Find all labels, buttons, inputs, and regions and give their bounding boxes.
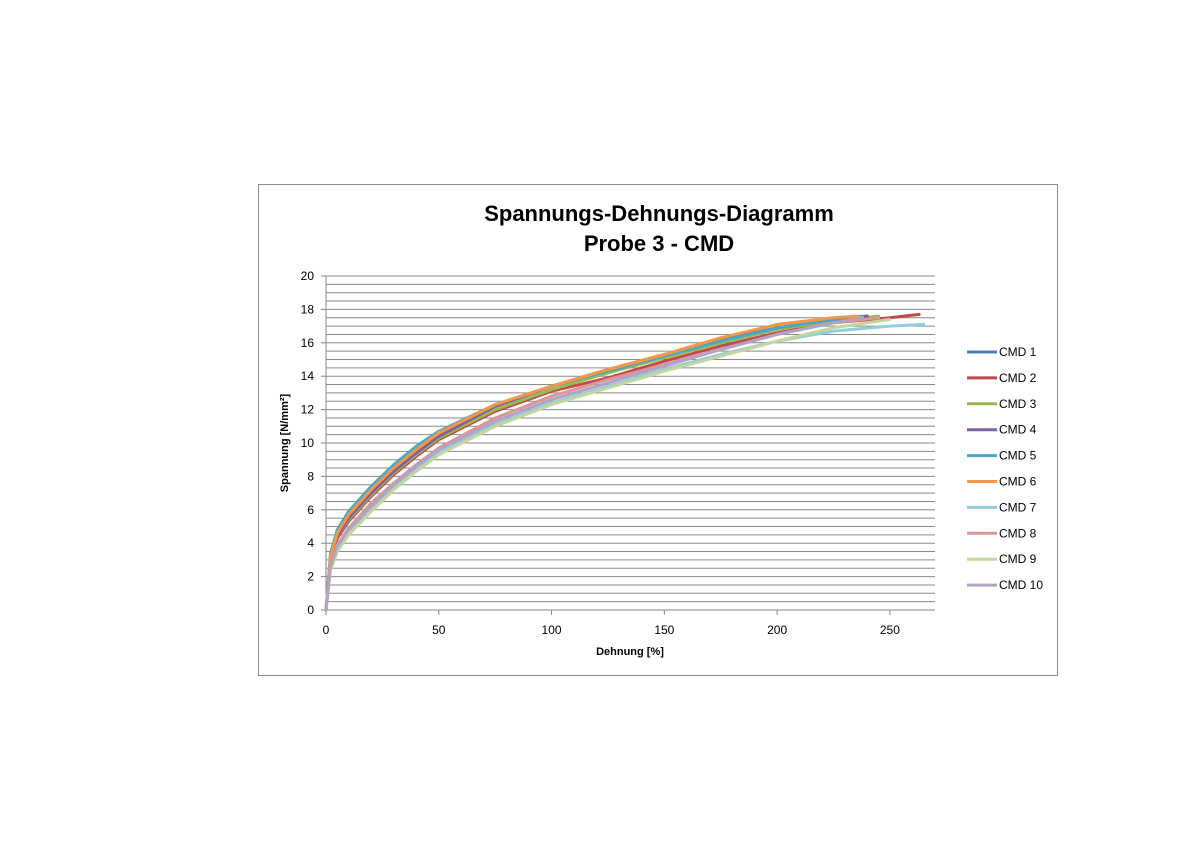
y-axis-label: Spannung [N/mm²]	[279, 393, 291, 492]
x-axis-label: Dehnung [%]	[596, 646, 664, 658]
chart-subtitle: Probe 3 - CMD	[584, 231, 734, 256]
y-tick-label: 10	[301, 436, 315, 450]
x-tick-label: 150	[654, 623, 674, 637]
legend-label: CMD 2	[999, 371, 1037, 385]
legend: CMD 1 CMD 2 CMD 3 CMD 4 CMD 5 CMD 6 CMD 7 CMD 8…	[967, 345, 1043, 592]
x-tick-label: 100	[542, 623, 562, 637]
legend-label: CMD 4	[999, 423, 1037, 437]
y-tick-label: 14	[301, 369, 315, 383]
y-tick-label: 16	[301, 336, 315, 350]
y-tick-label: 6	[307, 503, 314, 517]
x-tick-label: 50	[432, 623, 446, 637]
legend-label: CMD 5	[999, 449, 1037, 463]
y-tick-label: 8	[307, 469, 314, 483]
x-tick-label: 250	[880, 623, 900, 637]
x-tick-label: 0	[323, 623, 330, 637]
series-line	[324, 312, 921, 612]
x-tick-label: 200	[767, 623, 787, 637]
chart-title: Spannungs-Dehnungs-Diagramm	[484, 201, 834, 226]
legend-label: CMD 10	[999, 578, 1043, 592]
y-tick-label: 20	[301, 269, 315, 283]
legend-label: CMD 3	[999, 397, 1037, 411]
grid-lines	[326, 275, 935, 603]
y-tick-label: 2	[307, 570, 314, 584]
series-line	[324, 316, 865, 612]
y-tick-label: 12	[301, 403, 315, 417]
y-tick-label: 4	[307, 536, 314, 550]
y-tick-labels: 0 2 4 6 8 10 12 14 16 18 20	[301, 269, 326, 617]
series-line	[324, 314, 860, 612]
chart-svg: Spannungs-Dehnungs-Diagramm Probe 3 - CM…	[279, 201, 1043, 658]
series-line	[324, 317, 892, 612]
legend-label: CMD 8	[999, 526, 1037, 540]
legend-label: CMD 1	[999, 345, 1037, 359]
y-tick-label: 0	[307, 603, 314, 617]
y-tick-label: 18	[301, 302, 315, 316]
legend-label: CMD 6	[999, 475, 1037, 489]
legend-label: CMD 9	[999, 552, 1037, 566]
x-tick-labels: 0 50 100 150 200 250	[323, 610, 900, 637]
legend-label: CMD 7	[999, 500, 1037, 514]
chart-frame: Spannungs-Dehnungs-Diagramm Probe 3 - CM…	[258, 184, 1058, 676]
series-lines	[324, 312, 926, 612]
